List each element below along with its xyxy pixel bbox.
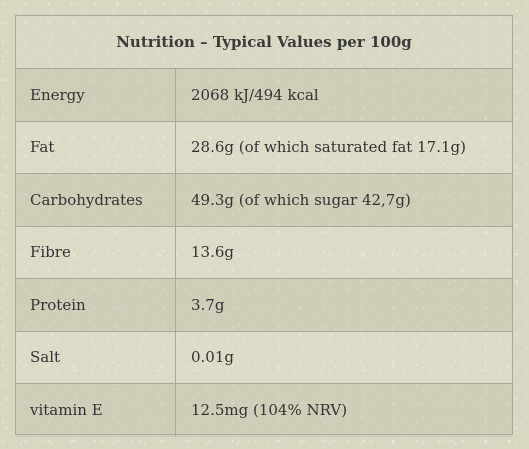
row-label: vitamin E <box>16 384 176 437</box>
nutrition-table: Nutrition – Typical Values per 100g Ener… <box>15 15 513 437</box>
row-value: 12.5mg (104% NRV) <box>191 401 348 420</box>
row-value: 0.01g <box>191 348 235 367</box>
table-row-energy: Energy 2068 kJ/494 kcal <box>16 69 512 122</box>
table-row-fibre: Fibre 13.6g <box>16 226 512 279</box>
row-label: Energy <box>16 69 176 121</box>
row-label: Fat <box>16 121 176 173</box>
table-row-carbohydrates: Carbohydrates 49.3g (of which sugar 42,7… <box>16 174 512 227</box>
row-label: Salt <box>16 331 176 383</box>
row-label: Fibre <box>16 226 176 278</box>
row-label: Protein <box>16 279 176 331</box>
table-row-fat: Fat 28.6g (of which saturated fat 17.1g) <box>16 121 512 174</box>
row-value: 28.6g (of which saturated fat 17.1g) <box>191 138 466 157</box>
row-value: 13.6g <box>191 243 235 262</box>
row-value: 3.7g <box>191 295 225 314</box>
nutrition-table-title: Nutrition – Typical Values per 100g <box>16 16 512 69</box>
table-row-vitamin-e: vitamin E 12.5mg (104% NRV) <box>16 384 512 437</box>
table-row-protein: Protein 3.7g <box>16 279 512 332</box>
row-label: Carbohydrates <box>16 174 176 226</box>
table-row-salt: Salt 0.01g <box>16 331 512 384</box>
row-value: 49.3g (of which sugar 42,7g) <box>191 190 411 209</box>
row-value: 2068 kJ/494 kcal <box>191 85 319 104</box>
